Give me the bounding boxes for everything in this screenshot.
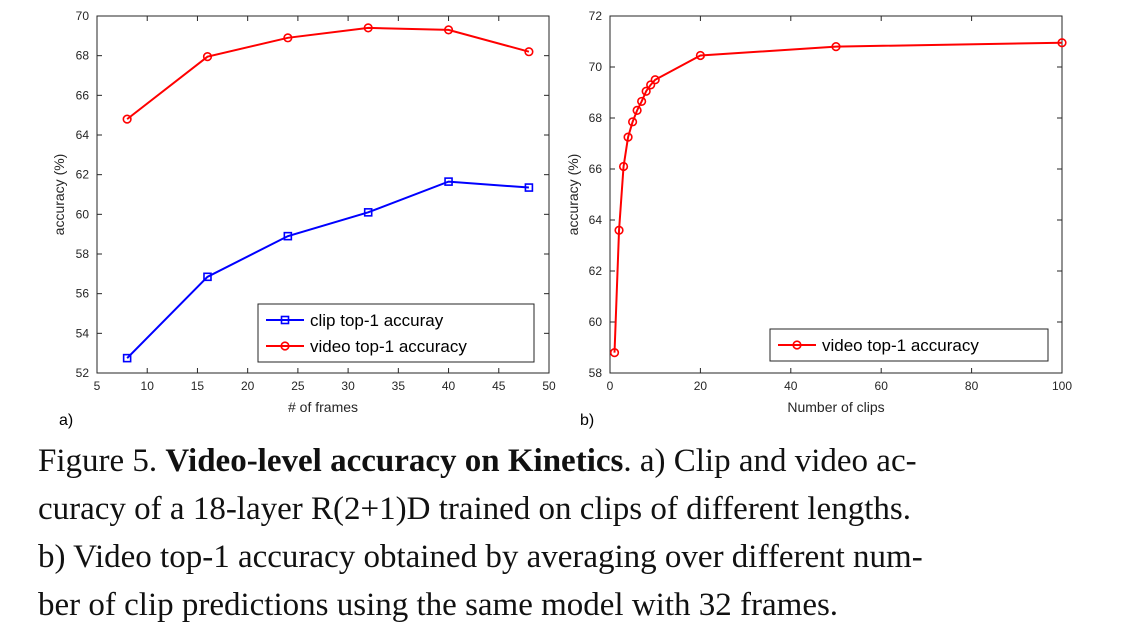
- x-tick-label: 100: [1052, 379, 1072, 393]
- data-point: [122, 114, 132, 124]
- legend-marker: [280, 315, 290, 325]
- x-tick-label: 80: [965, 379, 979, 393]
- x-tick-label: 10: [141, 379, 155, 393]
- legend-box: [769, 328, 1049, 362]
- data-point: [444, 177, 453, 186]
- chart-a: 5 10 15 20 25 30 35 40 45 50 52 54 56 58 60 62 64 66 68 70 #…: [51, 9, 556, 429]
- series-line-1: [613, 41, 1063, 353]
- data-point: [363, 208, 373, 217]
- data-point: [646, 80, 656, 90]
- x-tick-label: 40: [784, 379, 798, 393]
- x-tick-label: 5: [94, 379, 101, 393]
- caption-title: Video-level accuracy on Kinetics: [165, 443, 624, 479]
- y-tick-label: 62: [76, 168, 90, 182]
- data-point: [623, 132, 633, 142]
- data-point: [695, 50, 706, 61]
- caption-line-1: Figure 5. Video-level accuracy on Kineti…: [38, 437, 1108, 485]
- caption-prefix: Figure 5.: [38, 443, 166, 479]
- data-point: [283, 33, 293, 43]
- data-point: [443, 25, 454, 35]
- y-tick-label: 64: [589, 213, 603, 227]
- data-point: [283, 231, 293, 241]
- y-tick-label: 58: [589, 366, 603, 380]
- y-tick-label: 52: [76, 366, 90, 380]
- x-tick-label: 20: [241, 379, 255, 393]
- data-point: [831, 41, 841, 52]
- x-axis-label: # of frames: [288, 399, 358, 415]
- y-tick-label: 56: [76, 287, 90, 301]
- x-axis-label: Number of clips: [787, 399, 884, 415]
- y-tick-label: 68: [76, 49, 90, 63]
- caption-line-1-rest: . a) Clip and video ac-: [623, 443, 917, 479]
- panel-label: a): [59, 412, 73, 429]
- x-tick-label: 30: [341, 379, 355, 393]
- data-point: [627, 117, 638, 127]
- x-tick-label: 15: [191, 379, 205, 393]
- figure-caption: Figure 5. Video-level accuracy on Kineti…: [38, 437, 1108, 629]
- x-tick-label: 0: [607, 379, 614, 393]
- legend-box: [257, 303, 535, 363]
- y-tick-label: 66: [76, 88, 90, 102]
- legend-marker: [792, 340, 802, 350]
- x-tick-label: 25: [291, 379, 305, 393]
- y-tick-label: 60: [589, 315, 603, 329]
- x-tick-label: 50: [542, 379, 556, 393]
- y-tick-label: 72: [589, 9, 603, 23]
- y-tick-label: 70: [589, 60, 603, 74]
- series-line-1: [126, 180, 529, 359]
- data-point: [632, 105, 642, 115]
- data-point: [614, 225, 624, 235]
- y-tick-label: 58: [76, 247, 90, 261]
- caption-line-4: ber of clip predictions using the same m…: [38, 587, 839, 623]
- data-point: [1057, 38, 1067, 48]
- x-tick-label: 40: [442, 379, 456, 393]
- y-tick-label: 66: [589, 162, 603, 176]
- y-tick-label: 64: [76, 128, 90, 142]
- data-point: [637, 96, 647, 107]
- data-point: [524, 183, 534, 192]
- legend-label: clip top-1 accuray: [310, 311, 444, 330]
- data-point: [524, 47, 534, 57]
- data-point: [641, 86, 651, 96]
- x-tick-label: 45: [492, 379, 506, 393]
- y-tick-label: 70: [76, 9, 90, 23]
- caption-line-3: b) Video top-1 accuracy obtained by aver…: [38, 539, 923, 575]
- series-line-2: [126, 26, 530, 120]
- y-tick-label: 60: [76, 207, 90, 221]
- y-tick-label: 54: [76, 326, 90, 340]
- panel-label: b): [580, 412, 594, 429]
- legend-label: video top-1 accuracy: [310, 337, 467, 356]
- data-point: [618, 161, 629, 172]
- data-point: [650, 75, 660, 85]
- plot-frame: [609, 15, 1063, 374]
- data-point: [122, 353, 132, 363]
- y-tick-label: 62: [589, 264, 603, 278]
- y-axis-label: accuracy (%): [51, 154, 67, 236]
- data-point: [609, 348, 620, 358]
- x-tick-label: 35: [392, 379, 406, 393]
- chart-b: 0 20 40 60 80 100 58 60 62 64 66 68 70 72 Number of cl…: [565, 9, 1072, 429]
- plot-frame: [96, 15, 550, 374]
- y-tick-label: 68: [589, 111, 603, 125]
- x-tick-label: 60: [875, 379, 889, 393]
- caption-line-2: curacy of a 18-layer R(2+1)D trained on …: [38, 491, 911, 527]
- data-point: [202, 52, 213, 62]
- x-tick-label: 20: [694, 379, 708, 393]
- legend-marker: [280, 341, 290, 351]
- data-point: [363, 23, 373, 33]
- legend-label: video top-1 accuracy: [822, 336, 979, 355]
- y-axis-label: accuracy (%): [565, 154, 581, 236]
- data-point: [203, 272, 212, 282]
